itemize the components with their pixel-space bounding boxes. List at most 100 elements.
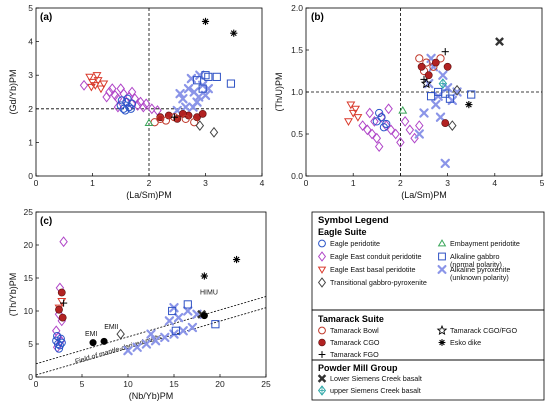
data-point-eagle-east-conduit	[127, 86, 137, 98]
legend-marker-eagle-peridotite	[318, 239, 326, 248]
legend-marker-tamarack-fgo	[318, 351, 326, 358]
x-tick-label: 1	[351, 178, 356, 188]
legend-item-label: Tamarack FGO	[330, 350, 379, 359]
data-point-alkaline-pyroxenite	[160, 332, 170, 343]
y-tick-label: 0.5	[291, 129, 303, 139]
legend-item-label: Eagle peridotite	[330, 239, 380, 248]
legend-item: Embayment peridotite	[437, 239, 520, 248]
mantle-array-line	[35, 296, 267, 365]
data-point-transitional	[448, 120, 457, 132]
legend-item: Transitional gabbro-pyroxenite	[317, 277, 427, 288]
x-tick-label: 3	[203, 178, 208, 188]
legend-item-label: Lower Siemens Creek basalt	[330, 374, 422, 383]
legend-item-label: Tamarack Bowl	[330, 326, 379, 335]
data-point-tamarack-cgo	[55, 305, 63, 314]
data-point-tamarack-bowl	[436, 54, 445, 63]
data-point-eagle-peridotite	[54, 344, 64, 353]
data-point-eagle-east-conduit	[367, 128, 377, 140]
data-point-alkaline-pyroxenite	[183, 83, 194, 94]
data-point-alkaline-pyroxenite	[438, 70, 448, 80]
data-point-tamarack-fgo	[60, 299, 68, 307]
y-axis-label: (Th/U)PM	[274, 73, 284, 112]
data-point-eagle-east-conduit	[365, 107, 374, 119]
data-point-eagle-peridotite	[122, 97, 131, 107]
data-point-upper-siemens	[438, 78, 448, 90]
data-point-alkaline-gabbro	[434, 87, 443, 97]
legend-item-label: Embayment peridotite	[450, 239, 520, 248]
legend-marker-esko	[438, 339, 446, 346]
legend-item: Lower Siemens Creek basalt	[317, 374, 422, 383]
legend-item: Tamarack CGO	[318, 338, 380, 347]
legend-item: Alkaline pyroxenite(unknown polarity)	[437, 265, 510, 282]
y-tick-label: 0.0	[291, 171, 303, 181]
data-point-eagle-east-conduit	[358, 120, 367, 132]
y-tick-label: 1.0	[291, 87, 303, 97]
data-point-reservoirs	[200, 312, 208, 320]
data-point-tamarack-cgo	[57, 288, 66, 297]
data-point-eagle-east-conduit	[116, 83, 125, 95]
x-tick-label: 5	[540, 178, 545, 188]
legend-item-sublabel: (unknown polarity)	[450, 273, 509, 282]
data-point-esko	[201, 17, 210, 26]
x-tick-label: 1	[90, 178, 95, 188]
legend-group-title: Powder Mill Group	[318, 363, 398, 373]
data-point-lower-siemens	[495, 37, 504, 47]
data-point-eagle-peridotite	[123, 94, 132, 103]
y-tick-label: 5	[28, 339, 33, 349]
data-point-eagle-peridotite	[375, 108, 384, 118]
reservoir-label: EMII	[104, 324, 118, 331]
y-axis-label: (Th/Yb)PM	[8, 273, 18, 317]
data-point-eagle-east-basal	[353, 114, 363, 122]
data-point-eagle-east-basal	[96, 85, 106, 94]
x-axis-label: (La/Sm)PM	[401, 190, 447, 200]
legend-item-label: Esko dike	[450, 338, 481, 347]
y-tick-label: 0	[28, 171, 33, 181]
x-tick-label: 2	[147, 178, 152, 188]
x-tick-label: 10	[123, 379, 133, 389]
legend-item-label: Eagle East basal peridotite	[330, 265, 416, 274]
data-point-eagle-east-conduit	[141, 98, 151, 110]
y-tick-label: 10	[24, 306, 34, 316]
data-point-alkaline-pyroxenite	[178, 326, 188, 336]
y-tick-label: 4	[28, 37, 33, 47]
data-point-eagle-east-conduit	[384, 103, 393, 115]
y-tick-label: 2.0	[291, 3, 303, 13]
legend-item: Eagle East conduit peridotite	[317, 251, 422, 262]
data-point-eagle-east-basal	[86, 83, 96, 92]
x-tick-label: 4	[260, 178, 265, 188]
data-point-eagle-peridotite	[372, 117, 381, 126]
data-point-alkaline-pyroxenite	[181, 102, 191, 112]
data-point-tamarack-cgo	[417, 62, 426, 71]
data-point-alkaline-gabbro	[192, 76, 202, 85]
reservoir-label: EMI	[85, 331, 98, 338]
data-point-alkaline-gabbro	[204, 72, 213, 81]
legend-item: Tamarack Bowl	[318, 326, 379, 335]
data-point-alkaline-pyroxenite	[414, 129, 424, 139]
data-point-eagle-east-conduit	[377, 111, 386, 123]
legend-item-label: Alkaline gabbro	[450, 252, 500, 261]
data-point-tamarack-bowl	[161, 116, 171, 125]
data-point-tamarack-cgo	[441, 119, 450, 127]
data-point-eagle-east-conduit	[386, 124, 396, 136]
x-tick-label: 0	[34, 379, 39, 389]
legend-marker-tamarack-bowl	[318, 326, 326, 335]
data-point-alkaline-pyroxenite	[419, 108, 429, 118]
data-point-eagle-peridotite	[377, 113, 386, 122]
data-point-eagle-east-conduit	[400, 115, 410, 127]
data-point-alkaline-pyroxenite	[440, 158, 450, 169]
data-point-alkaline-gabbro	[212, 72, 221, 81]
x-tick-label: 2	[398, 178, 403, 188]
legend-title: Symbol Legend	[318, 215, 389, 226]
data-point-eagle-east-basal	[92, 72, 102, 80]
data-point-alkaline-gabbro	[198, 84, 207, 93]
data-point-eagle-east-conduit	[372, 132, 382, 144]
legend-item-label: Tamarack CGO	[330, 338, 380, 347]
y-tick-label: 2	[28, 104, 33, 114]
data-point-tamarack-bowl	[181, 114, 190, 123]
data-point-eagle-east-basal	[346, 101, 356, 110]
data-point-alkaline-gabbro	[201, 71, 210, 80]
data-point-alkaline-pyroxenite	[141, 339, 152, 349]
x-tick-label: 15	[169, 379, 179, 389]
data-point-eagle-east-basal	[348, 109, 358, 118]
